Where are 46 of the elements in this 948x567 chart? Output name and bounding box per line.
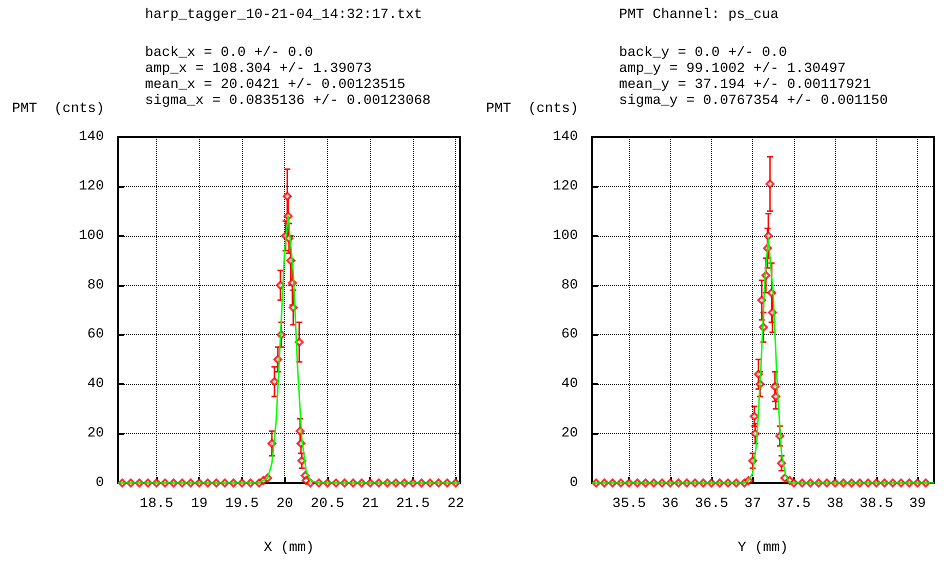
y-tick-label: 100 xyxy=(552,228,578,244)
x-tick-label: 36.5 xyxy=(694,496,728,512)
chart-title: harp_tagger_10-21-04_14:32:17.txt xyxy=(145,7,422,23)
x-tick-label: 21 xyxy=(362,496,379,512)
y-tick-label: 40 xyxy=(561,376,578,392)
y-tick-label: 100 xyxy=(78,228,104,244)
x-tick-label: 36 xyxy=(662,496,679,512)
y-tick-label: 120 xyxy=(78,178,104,194)
x-axis-title: Y (mm) xyxy=(738,540,788,556)
y-tick-label: 80 xyxy=(561,277,578,294)
x-tick-label: 35.5 xyxy=(612,496,646,512)
y-tick-label: 20 xyxy=(87,426,104,442)
y-tick-label: 140 xyxy=(552,129,578,145)
text: amp_y = 99.1002 +/- 1.30497 xyxy=(619,61,846,77)
y-axis-title: PMT (cnts) xyxy=(486,101,578,117)
x-tick-label: 38 xyxy=(826,496,844,512)
text: back_x = 0.0 +/- 0.0 xyxy=(145,45,314,61)
x-tick-label: 21.5 xyxy=(396,496,430,512)
y-tick-label: 20 xyxy=(561,426,578,442)
y-axis-title: PMT (cnts) xyxy=(12,101,104,117)
text: mean_y = 37.194 +/- 0.00117921 xyxy=(619,77,872,93)
y-tick-label: 40 xyxy=(87,376,104,392)
y-tick-label: 120 xyxy=(552,178,578,194)
x-tick-label: 20.5 xyxy=(310,496,344,512)
text: sigma_x = 0.0835136 +/- 0.00123068 xyxy=(145,93,431,109)
y-tick-label: 0 xyxy=(570,475,578,491)
y-tick-label: 0 xyxy=(96,475,104,491)
y-tick-label: 60 xyxy=(561,326,578,343)
y-tick-label: 140 xyxy=(78,129,104,145)
x-axis-title: X (mm) xyxy=(264,540,314,556)
y-tick-label: 60 xyxy=(87,326,104,343)
x-tick-label: 38.5 xyxy=(860,496,894,512)
x-tick-label: 37 xyxy=(744,496,762,512)
text: amp_x = 108.304 +/- 1.39073 xyxy=(145,61,372,77)
x-tick-label: 37.5 xyxy=(777,496,811,512)
x-tick-label: 18.5 xyxy=(140,496,174,512)
y-tick-label: 80 xyxy=(87,277,104,294)
x-tick-label: 19 xyxy=(190,496,208,512)
x-tick-label: 22 xyxy=(447,496,464,512)
chart-title: PMT Channel: ps_cua xyxy=(619,7,779,23)
text: mean_x = 20.0421 +/- 0.00123515 xyxy=(145,77,406,93)
text: back_y = 0.0 +/- 0.0 xyxy=(619,45,788,61)
x-tick-label: 39 xyxy=(909,496,926,512)
x-tick-label: 20 xyxy=(276,496,294,512)
x-tick-label: 19.5 xyxy=(225,496,259,512)
text: sigma_y = 0.0767354 +/- 0.001150 xyxy=(619,93,888,109)
